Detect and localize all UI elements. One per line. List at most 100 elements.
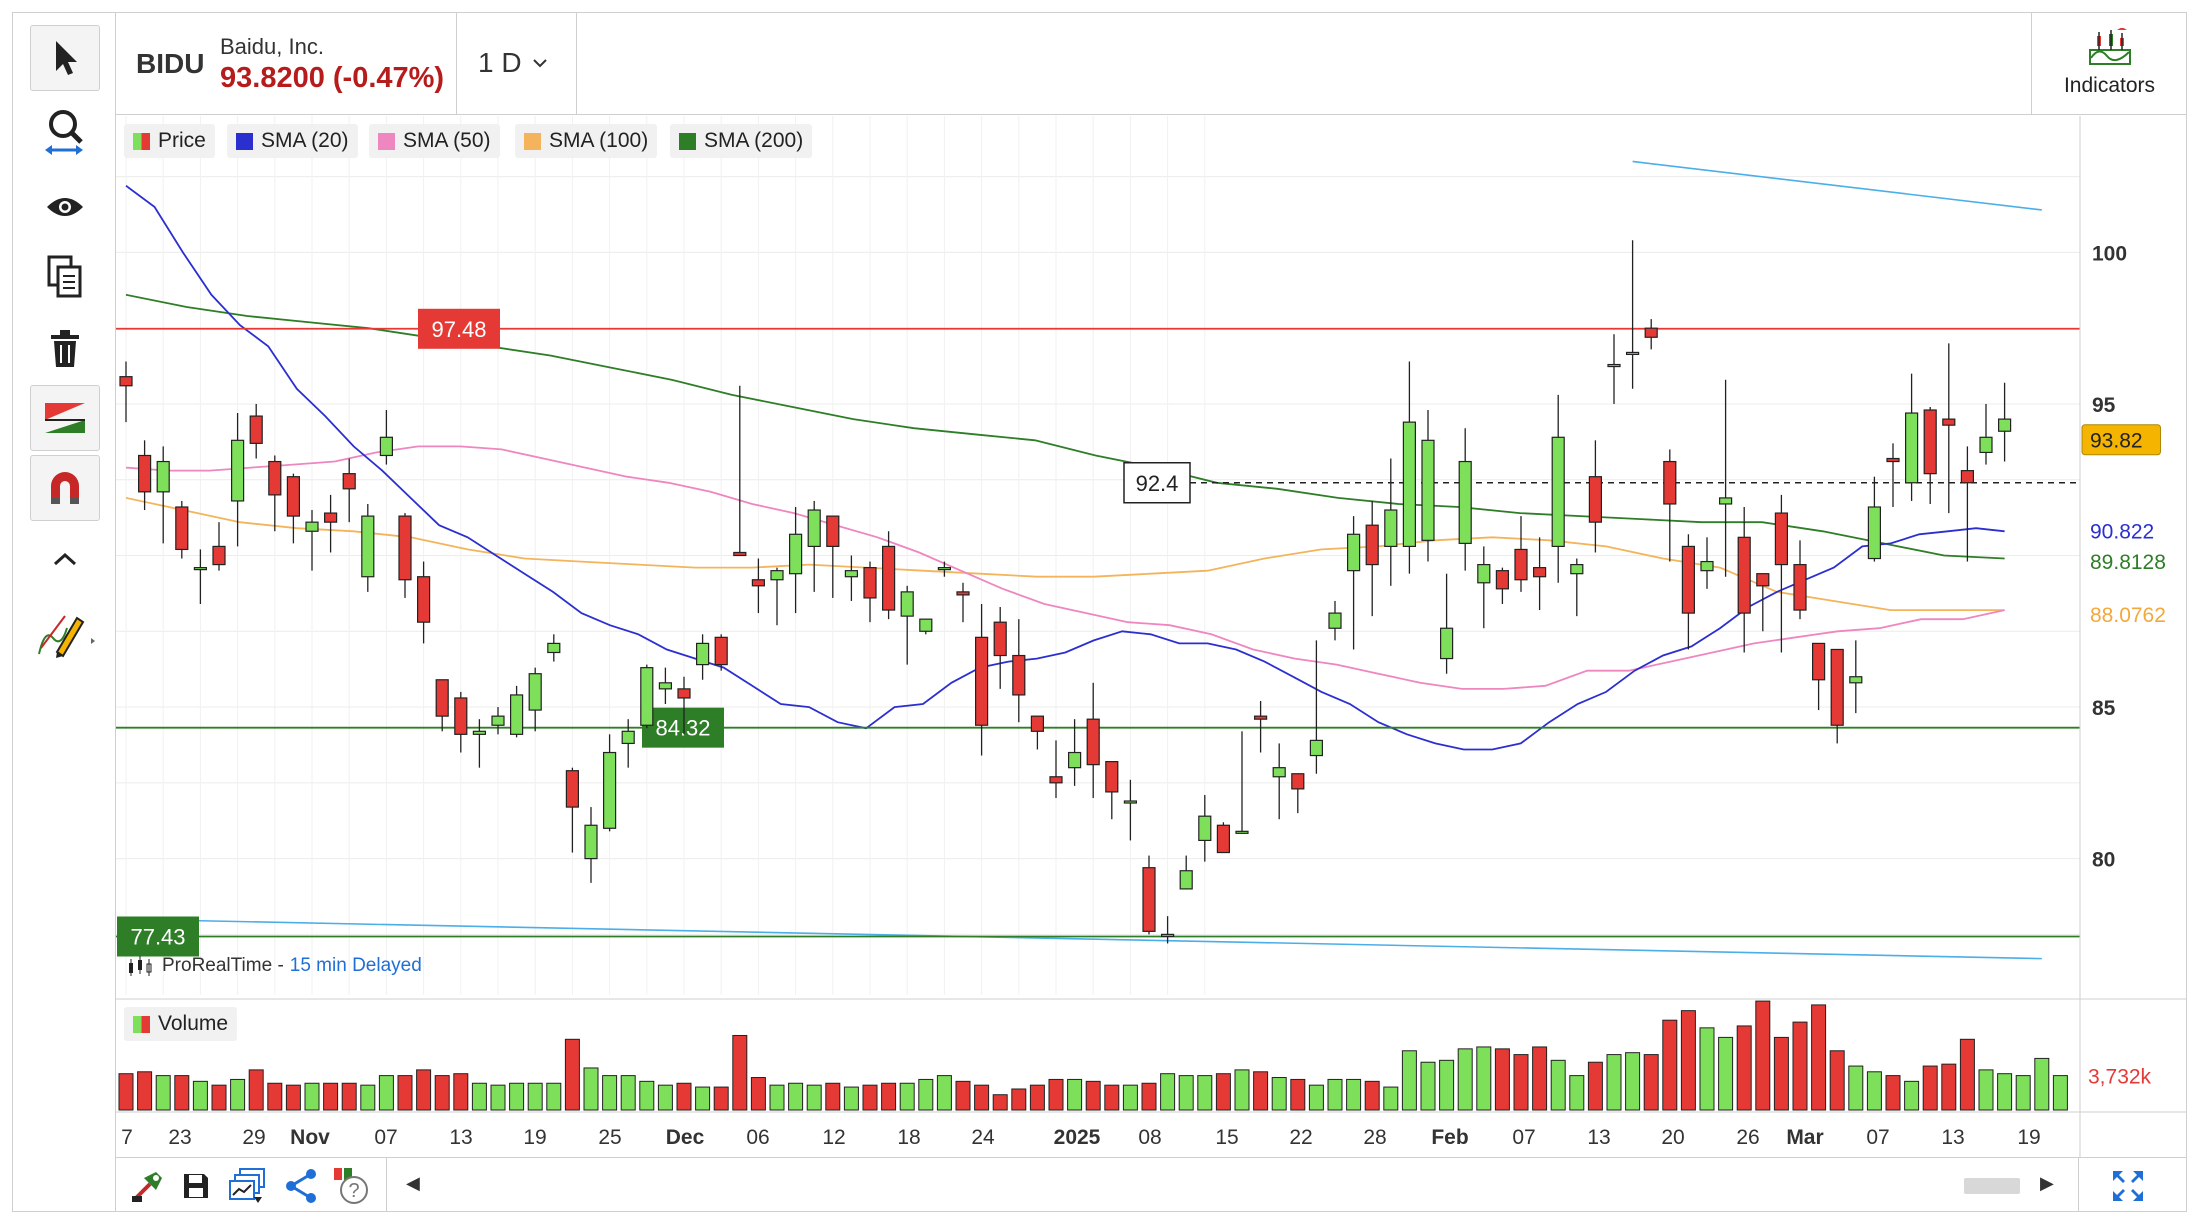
candle-body <box>193 567 207 571</box>
volume-bar <box>1848 1065 1864 1111</box>
candle-body <box>584 824 598 860</box>
candle-body <box>1142 867 1156 932</box>
candle-body <box>138 454 152 493</box>
candle-body <box>1012 654 1026 696</box>
volume-legend[interactable]: Volume <box>124 1007 238 1041</box>
source-delay[interactable]: 15 min Delayed <box>289 955 422 976</box>
candle-body <box>1272 767 1286 778</box>
volume-bar <box>788 1082 804 1111</box>
candle-body <box>1216 824 1231 854</box>
zoom-icon[interactable] <box>30 99 100 165</box>
candle-body <box>919 618 933 632</box>
eye-icon[interactable] <box>30 174 100 240</box>
last-value-box <box>2082 515 2173 546</box>
volume-bar <box>434 1075 450 1111</box>
candle-body <box>863 567 877 599</box>
legend-item[interactable]: Price <box>124 124 215 158</box>
chart-footer: ? ◀ ▶ <box>116 1157 2187 1212</box>
volume-bar <box>992 1094 1008 1111</box>
level-label-box[interactable] <box>1123 462 1191 504</box>
candle-body <box>212 545 226 566</box>
level-label[interactable]: 84.32 <box>655 716 710 741</box>
volume-bar <box>1885 1075 1901 1111</box>
volume-bar <box>1476 1046 1492 1111</box>
y-tick-label: 100 <box>2092 242 2127 265</box>
candle-body <box>1793 563 1807 611</box>
candle-body <box>1830 648 1844 726</box>
volume-bar <box>360 1084 376 1111</box>
chart-templates-icon[interactable] <box>228 1166 268 1206</box>
legend-item[interactable]: SMA (200) <box>670 124 813 158</box>
volume-bar <box>1197 1075 1213 1111</box>
volume-last-label: 3,732k <box>2088 1066 2152 1089</box>
volume-bar <box>1401 1050 1417 1111</box>
x-tick-label: 2025 <box>1054 1126 1101 1149</box>
volume-bar <box>1215 1073 1231 1111</box>
chevron-up-icon[interactable] <box>30 537 100 581</box>
level-label-box[interactable] <box>642 707 724 748</box>
volume-bar <box>285 1084 301 1111</box>
fullscreen-icon[interactable] <box>2108 1166 2148 1206</box>
help-icon[interactable]: ? <box>330 1166 370 1206</box>
trend-line[interactable] <box>1632 160 2042 211</box>
magnet-icon[interactable] <box>30 455 100 521</box>
volume-bar <box>564 1038 580 1111</box>
volume-bar <box>1029 1084 1045 1111</box>
legend-item[interactable]: SMA (100) <box>515 124 658 158</box>
share-icon[interactable] <box>282 1166 322 1206</box>
candle-body <box>1663 460 1677 505</box>
scrollbar-thumb[interactable] <box>1964 1178 2020 1194</box>
volume-bar <box>323 1082 339 1111</box>
volume-bar <box>248 1069 264 1111</box>
volume-bar <box>639 1080 655 1111</box>
volume-bar <box>1253 1071 1269 1111</box>
trend-lines[interactable] <box>125 160 2042 960</box>
candle-body <box>361 515 375 578</box>
drawing-pencil-icon[interactable] <box>30 600 100 666</box>
legend-swatch <box>236 132 253 150</box>
trend-line[interactable] <box>125 918 2042 960</box>
horizontal-levels[interactable]: 97.48 84.32 77.43 92.4 <box>116 308 2080 957</box>
svg-text:?: ? <box>348 1180 359 1202</box>
last-value-box <box>2082 598 2186 629</box>
x-tick-label: 06 <box>746 1126 769 1149</box>
level-label[interactable]: 77.43 <box>130 925 185 950</box>
volume-bar <box>2052 1075 2068 1111</box>
candle-body <box>324 512 338 523</box>
legend-item[interactable]: SMA (20) <box>227 124 358 158</box>
candle-body <box>1737 536 1751 614</box>
timeframe-select[interactable]: 1 D <box>478 47 548 79</box>
save-icon[interactable] <box>176 1166 216 1206</box>
symbol-label[interactable]: BIDU <box>136 48 205 79</box>
footer-divider <box>2078 1158 2079 1212</box>
trash-icon[interactable] <box>30 316 100 382</box>
candle-body <box>175 506 189 551</box>
level-label-box[interactable] <box>117 916 199 957</box>
volume-bar <box>137 1071 153 1111</box>
level-label[interactable]: 92.4 <box>1136 471 1179 496</box>
volume-bar <box>843 1086 859 1111</box>
scroll-right-icon[interactable]: ▶ <box>2040 1173 2054 1193</box>
candle-body <box>1811 642 1826 681</box>
copy-icon[interactable] <box>30 244 100 310</box>
candle-body <box>1867 506 1882 560</box>
level-label-box[interactable] <box>418 308 500 349</box>
candle-body <box>1086 718 1100 766</box>
volume-label: Volume <box>158 1012 229 1035</box>
last-value-label: 89.8128 <box>2090 551 2166 574</box>
volume-bar <box>974 1084 990 1111</box>
volume-bar <box>806 1084 822 1111</box>
volume-bar <box>546 1082 562 1111</box>
trend-tool-icon[interactable] <box>30 385 100 451</box>
candle-body <box>1718 497 1733 505</box>
indicators-button[interactable]: Indicators <box>2032 12 2187 114</box>
cursor-arrow-icon[interactable] <box>30 25 100 91</box>
level-label[interactable]: 97.48 <box>431 317 486 342</box>
x-tick-label: 08 <box>1138 1126 1161 1149</box>
legend-item[interactable]: SMA (50) <box>369 124 500 158</box>
candle-body <box>1179 870 1193 890</box>
candle-body <box>640 667 654 726</box>
settings-tools-icon[interactable] <box>128 1166 168 1206</box>
scroll-left-icon[interactable]: ◀ <box>406 1173 420 1193</box>
